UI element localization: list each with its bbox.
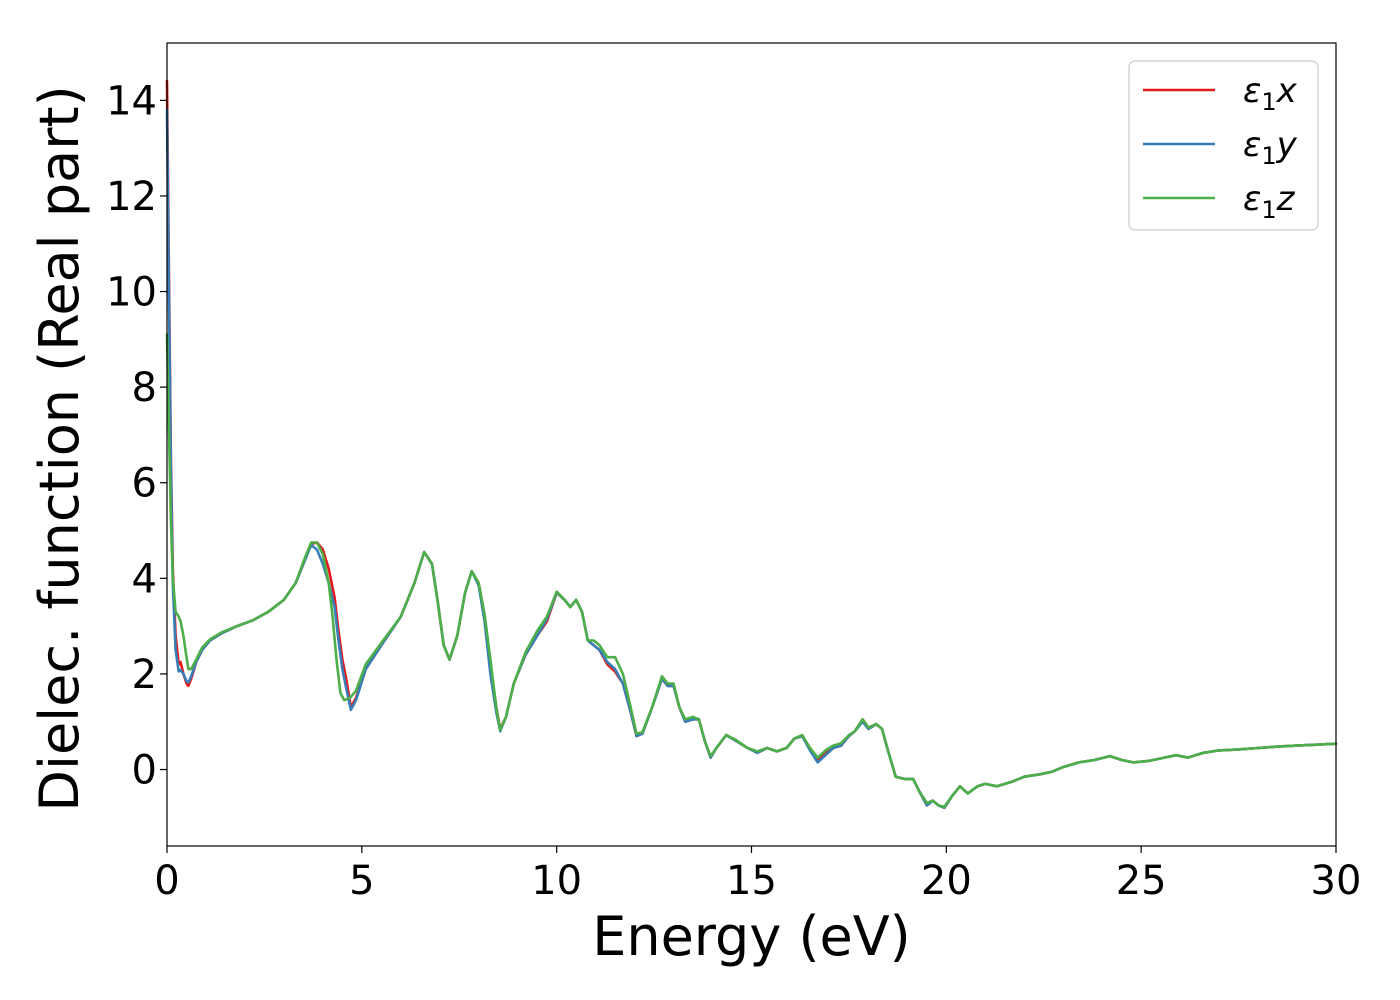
x-tick-label: 20 — [921, 858, 972, 904]
x-axis-title: Energy (eV) — [592, 905, 911, 968]
legend-entry-z: ε1z — [1143, 179, 1296, 224]
y-tick-label: 14 — [106, 78, 157, 124]
x-tick-label: 15 — [726, 858, 777, 904]
y-tick-label: 12 — [106, 174, 157, 220]
x-axis-ticks: 0 5 10 15 20 25 30 — [154, 846, 1361, 904]
legend-entry-y: ε1y — [1143, 125, 1298, 170]
y-tick-label: 4 — [132, 556, 157, 602]
legend-entry-x: ε1x — [1143, 71, 1298, 116]
y-axis-ticks: 0 2 4 6 8 10 12 14 — [106, 78, 167, 794]
y-tick-label: 0 — [132, 748, 157, 794]
x-tick-label: 0 — [154, 858, 179, 904]
series-line-z — [165, 333, 1338, 809]
legend: ε1x ε1y ε1z — [1128, 60, 1319, 231]
legend-label-z: ε1z — [1243, 179, 1296, 224]
x-tick-label: 10 — [531, 858, 582, 904]
y-tick-label: 10 — [106, 270, 157, 316]
legend-label-y: ε1y — [1243, 125, 1298, 170]
y-axis-title: Dielec. function (Real part) — [28, 85, 91, 811]
x-tick-label: 30 — [1311, 858, 1362, 904]
plot-lines — [165, 79, 1338, 810]
legend-frame — [1128, 60, 1319, 231]
x-tick-label: 25 — [1116, 858, 1167, 904]
legend-label-x: ε1x — [1243, 71, 1298, 116]
y-tick-label: 8 — [132, 365, 157, 411]
y-tick-label: 6 — [132, 461, 157, 507]
y-tick-label: 2 — [132, 652, 157, 698]
x-tick-label: 5 — [349, 858, 374, 904]
